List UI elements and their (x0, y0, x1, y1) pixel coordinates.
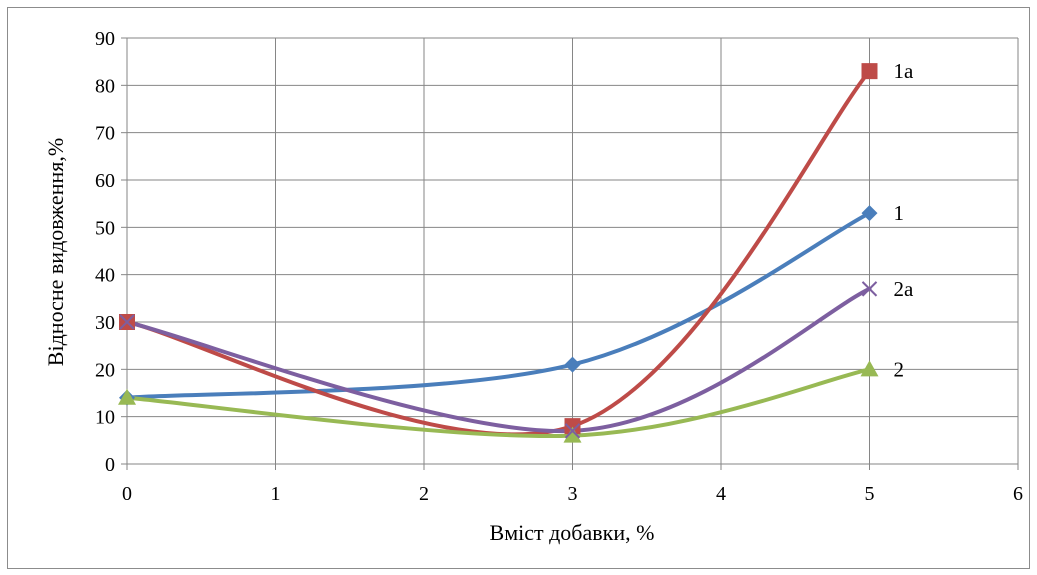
y-tick-label: 90 (95, 28, 115, 50)
data-point-2-0 (118, 388, 136, 405)
x-axis-title: Вміст добавки, % (490, 520, 655, 545)
x-tick-label: 5 (865, 483, 875, 505)
series-line-1a (125, 69, 872, 437)
x-tick-label: 2 (419, 483, 429, 505)
data-point-2-1 (563, 426, 582, 443)
y-axis-title: Відносне видовження,% (43, 138, 68, 366)
series-line-2 (125, 367, 872, 438)
y-tick-label: 20 (95, 359, 115, 381)
y-tick-label: 50 (95, 217, 115, 239)
series-label-2: 2 (894, 357, 905, 381)
x-tick-label: 1 (271, 483, 281, 505)
series-line-2a (125, 286, 872, 434)
data-point-2a-0 (119, 314, 135, 330)
tick-labels: 0 10 20 30 40 50 60 70 80 90 0 1 2 3 4 5 6 (95, 28, 1023, 505)
y-tick-label: 10 (95, 407, 115, 429)
data-point-2a-1 (564, 423, 581, 439)
series-labels: 1 1a 2 2a (894, 59, 915, 381)
x-tick-label: 0 (122, 483, 132, 505)
axes (121, 37, 1019, 470)
y-tick-label: 30 (95, 312, 115, 334)
chart-frame (7, 7, 1030, 569)
data-point-1a-1 (564, 418, 581, 435)
data-point-1a-2 (861, 63, 878, 80)
x-tick-label: 4 (716, 483, 726, 505)
series-label-1a: 1a (894, 59, 915, 83)
y-tick-label: 80 (95, 75, 115, 97)
y-tick-label: 70 (95, 123, 115, 145)
data-point-2a-2 (861, 281, 878, 297)
x-tick-label: 6 (1013, 483, 1023, 505)
series-label-1: 1 (894, 201, 905, 225)
y-tick-label: 40 (95, 265, 115, 287)
data-point-2-2 (860, 360, 879, 377)
data-point-1-1 (564, 356, 581, 373)
series-lines (125, 69, 872, 438)
series-label-2a: 2a (894, 277, 915, 301)
grid-lines (127, 37, 1019, 464)
series-line-1 (125, 211, 872, 400)
y-tick-label: 0 (105, 454, 115, 476)
y-tick-label: 60 (95, 170, 115, 192)
data-point-1-2 (861, 205, 878, 222)
x-tick-label: 3 (568, 483, 578, 505)
series-markers (118, 63, 879, 443)
